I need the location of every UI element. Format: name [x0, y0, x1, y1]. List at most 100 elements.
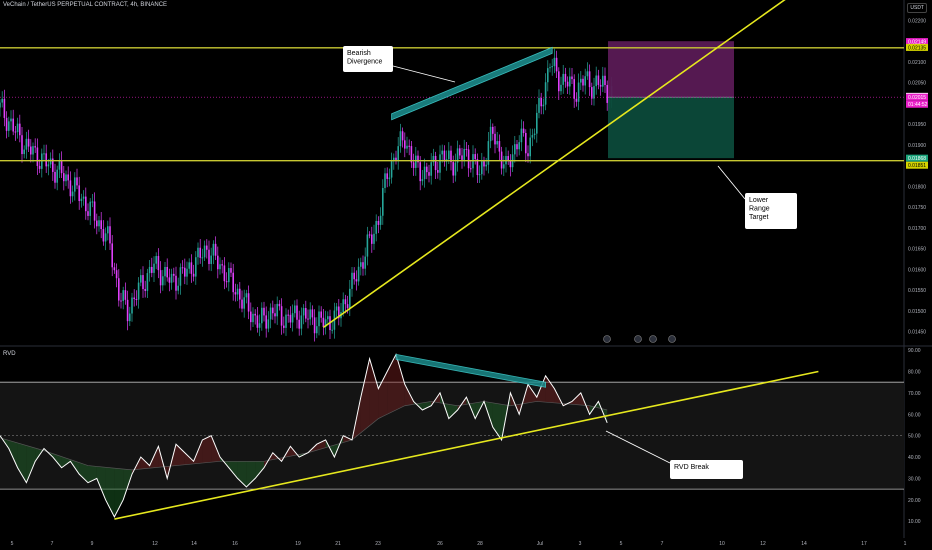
rvd-axis: 10.00 20.00 30.00 40.00 50.00 60.00 70.00 80.00… — [908, 348, 921, 525]
candle-body — [137, 282, 140, 300]
candle-body — [173, 273, 175, 276]
news-icon — [668, 335, 676, 343]
candle-body — [159, 270, 162, 286]
candle-body — [258, 323, 261, 328]
candle-body — [155, 256, 157, 264]
price-tick-label: 0.02100 — [908, 60, 926, 66]
candle-body — [478, 174, 481, 176]
candle-body — [278, 303, 281, 307]
candle-body — [181, 267, 184, 269]
bearish-divergence-callout-pointer — [392, 65, 456, 83]
candle-body — [232, 272, 234, 293]
time-tick-label: 23 — [375, 541, 381, 547]
candle-body — [417, 155, 419, 163]
candle-body — [98, 220, 100, 227]
candle-body — [170, 273, 173, 283]
candle-body — [606, 85, 608, 103]
candle-body — [571, 76, 573, 80]
candle-body — [47, 164, 50, 167]
candle-body — [49, 158, 52, 165]
candle-body — [91, 201, 94, 203]
candle-body — [307, 318, 309, 320]
candle-body — [76, 177, 78, 186]
candle-body — [481, 161, 483, 175]
rvd-fill-segment — [360, 358, 370, 433]
candle-body — [195, 257, 197, 277]
candle-body — [547, 68, 549, 83]
bearish-divergence-callout-box — [343, 46, 393, 72]
candle-body — [300, 315, 303, 329]
candle-body — [186, 268, 188, 277]
candle-body — [14, 131, 17, 133]
candle-body — [146, 273, 149, 291]
rvd-fill-segment — [114, 468, 124, 517]
rvd-divergence-band — [395, 353, 546, 388]
candle-body — [377, 220, 380, 225]
price-chart — [0, 0, 904, 343]
candle-body — [408, 145, 410, 147]
candle-body — [34, 146, 36, 148]
candle-body — [175, 275, 177, 291]
candle-body — [465, 148, 468, 150]
candle-body — [199, 247, 201, 258]
lower-range-target-callout-text: Lower — [749, 197, 769, 204]
rvd-fill-segment — [88, 465, 97, 483]
rvd-tick-label: 50.00 — [908, 434, 921, 440]
rvd-fill-segment — [343, 435, 352, 443]
candle-body — [582, 78, 584, 86]
candle-body — [338, 306, 340, 319]
candle-body — [168, 277, 171, 283]
candle-body — [289, 314, 292, 323]
candle-body — [489, 126, 492, 142]
candle-body — [38, 165, 41, 169]
rvd-break-callout-box — [670, 460, 743, 479]
candle-body — [388, 177, 391, 179]
candle-body — [302, 308, 305, 316]
candle-body — [192, 273, 195, 277]
candle-body — [452, 162, 454, 176]
candle-body — [503, 164, 505, 169]
lower-range-target-callout-text: Target — [749, 214, 769, 221]
candle-body — [5, 117, 8, 131]
candle-body — [118, 278, 120, 301]
candle-body — [56, 169, 58, 183]
candle-body — [454, 162, 457, 176]
candle-body — [87, 211, 89, 216]
candle-body — [85, 196, 87, 212]
candle-body — [12, 118, 14, 132]
candle-body — [542, 104, 545, 107]
candle-body — [373, 233, 375, 244]
candle-body — [318, 311, 320, 327]
candle-body — [126, 299, 129, 322]
candle-body — [483, 161, 485, 167]
candle-body — [357, 266, 360, 282]
candle-body — [335, 306, 338, 311]
rvd-trendline — [114, 370, 819, 520]
bearish-divergence-callout-text: Divergence — [347, 59, 383, 66]
price-tick-label: 0.01500 — [908, 309, 926, 315]
candle-body — [313, 317, 316, 334]
candle-body — [250, 311, 252, 323]
time-tick-label: 1 — [904, 541, 907, 547]
candle-body — [430, 162, 432, 176]
rvd-chart — [0, 353, 904, 520]
candle-body — [36, 147, 39, 166]
candle-body — [214, 243, 217, 256]
lower-range-target-callout-box — [745, 193, 797, 229]
candle-body — [448, 150, 450, 160]
candle-body — [368, 234, 371, 236]
price-tag-label: 0.02015 — [908, 95, 926, 101]
rvd-fill-segment — [105, 467, 115, 517]
candle-body — [564, 73, 567, 82]
candle-body — [518, 142, 520, 150]
currency-button[interactable]: USDT — [907, 3, 927, 13]
price-tick-label: 0.01800 — [908, 184, 926, 190]
candle-body — [450, 150, 452, 163]
candle-body — [111, 243, 113, 268]
price-tick-label: 0.01700 — [908, 226, 926, 232]
candle-body — [322, 317, 325, 327]
candle-body — [560, 84, 562, 92]
price-tag — [906, 154, 928, 162]
